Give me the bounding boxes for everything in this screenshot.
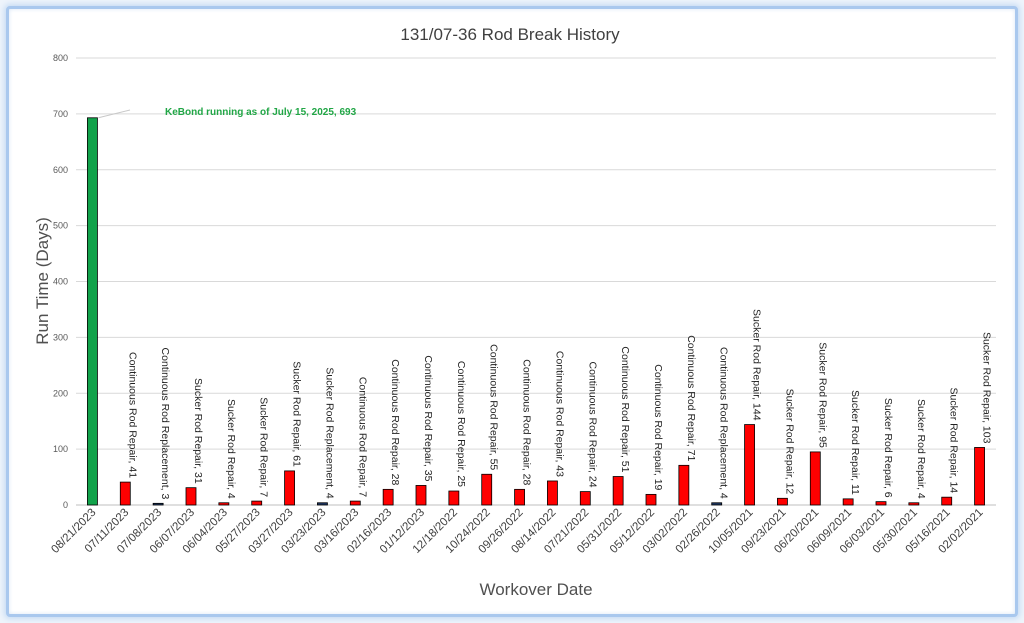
data-label: Sucker Rod Replacement, 4	[323, 367, 335, 498]
chart-title: 131/07-36 Rod Break History	[400, 25, 620, 44]
data-label: Continuous Rod Repair, 28	[521, 359, 533, 485]
bar	[842, 498, 854, 506]
data-label: Continuous Rod Repair, 43	[553, 351, 565, 477]
data-label: Continuous Rod Repair, 24	[586, 361, 598, 487]
x-axis-title: Workover Date	[479, 580, 592, 599]
bar	[777, 497, 788, 506]
data-label: Continuous Rod Repair, 41	[126, 352, 138, 478]
data-label: Continuous Rod Repair, 35	[422, 355, 434, 481]
annotation-label: KeBond running as of July 15, 2025, 693	[165, 107, 357, 118]
bar	[645, 493, 657, 506]
data-label: Continuous Rod Repair, 71	[685, 335, 697, 461]
y-tick-label: 300	[53, 332, 68, 342]
y-tick-label: 700	[53, 109, 68, 119]
data-label: Continuous Rod Repair, 19	[652, 364, 664, 490]
y-tick-labels: 0 100 200 300 400 500 600 700 800	[53, 53, 68, 510]
data-label: Sucker Rod Repair, 11	[849, 390, 861, 495]
bar	[382, 488, 394, 506]
data-label: Sucker Rod Repair, 14	[948, 388, 960, 494]
bar	[218, 502, 230, 506]
x-tick-labels: 08/21/202307/11/202307/08/202306/07/2023…	[49, 507, 985, 556]
annotation-leader-line	[98, 109, 131, 119]
data-label: Sucker Rod Repair, 6	[882, 398, 894, 498]
gridlines	[76, 57, 996, 506]
bar	[941, 496, 953, 506]
bar	[448, 490, 460, 506]
data-label: Sucker Rod Repair, 31	[192, 378, 204, 484]
bar	[317, 502, 328, 506]
data-label: Continuous Rod Repair, 7	[356, 377, 368, 497]
bar	[87, 117, 98, 506]
data-label: Continuous Rod Repair, 25	[455, 361, 467, 487]
data-label: Sucker Rod Repair, 4	[915, 399, 927, 499]
data-label: Sucker Rod Repair, 61	[291, 361, 303, 467]
bars	[87, 117, 985, 506]
data-label: Continuous Rod Replacement, 3	[159, 348, 171, 500]
data-label: Continuous Rod Repair, 28	[389, 359, 401, 485]
bar	[119, 481, 131, 506]
bar	[809, 451, 821, 506]
bar	[349, 500, 361, 506]
y-tick-label: 400	[53, 277, 68, 287]
y-tick-label: 200	[53, 388, 68, 398]
bar	[415, 485, 427, 506]
bar	[974, 447, 985, 506]
bar	[251, 500, 263, 506]
bar	[908, 502, 920, 506]
data-label: Sucker Rod Repair, 12	[783, 389, 795, 495]
data-label: Sucker Rod Repair, 4	[225, 399, 237, 499]
bar	[875, 501, 887, 506]
y-tick-label: 500	[53, 221, 68, 231]
data-label: Sucker Rod Repair, 95	[816, 342, 828, 448]
bar	[579, 491, 591, 506]
bar	[481, 473, 493, 506]
data-label: Continuous Rod Repair, 51	[619, 346, 631, 472]
bar	[185, 487, 197, 506]
y-tick-label: 600	[53, 165, 68, 175]
chart-frame	[6, 6, 1018, 617]
bar	[152, 502, 164, 506]
bar	[744, 424, 755, 506]
bar	[612, 476, 624, 506]
y-tick-label: 100	[53, 444, 68, 454]
data-label: Sucker Rod Repair, 7	[258, 397, 270, 497]
y-axis-title: Run Time (Days)	[33, 217, 52, 345]
data-label: Sucker Rod Repair, 103	[981, 332, 993, 444]
bar	[284, 470, 295, 506]
data-label: Continuous Rod Repair, 55	[488, 344, 500, 470]
data-label: Continuous Rod Replacement, 4	[718, 347, 730, 499]
bar	[711, 502, 723, 506]
bar	[678, 464, 690, 506]
data-label: Sucker Rod Repair, 144	[751, 309, 763, 421]
y-tick-label: 0	[63, 500, 68, 510]
y-tick-label: 800	[53, 53, 68, 63]
data-labels: Continuous Rod Repair, 41 Continuous Rod …	[126, 309, 992, 499]
bar	[547, 480, 558, 506]
bar	[514, 488, 525, 506]
